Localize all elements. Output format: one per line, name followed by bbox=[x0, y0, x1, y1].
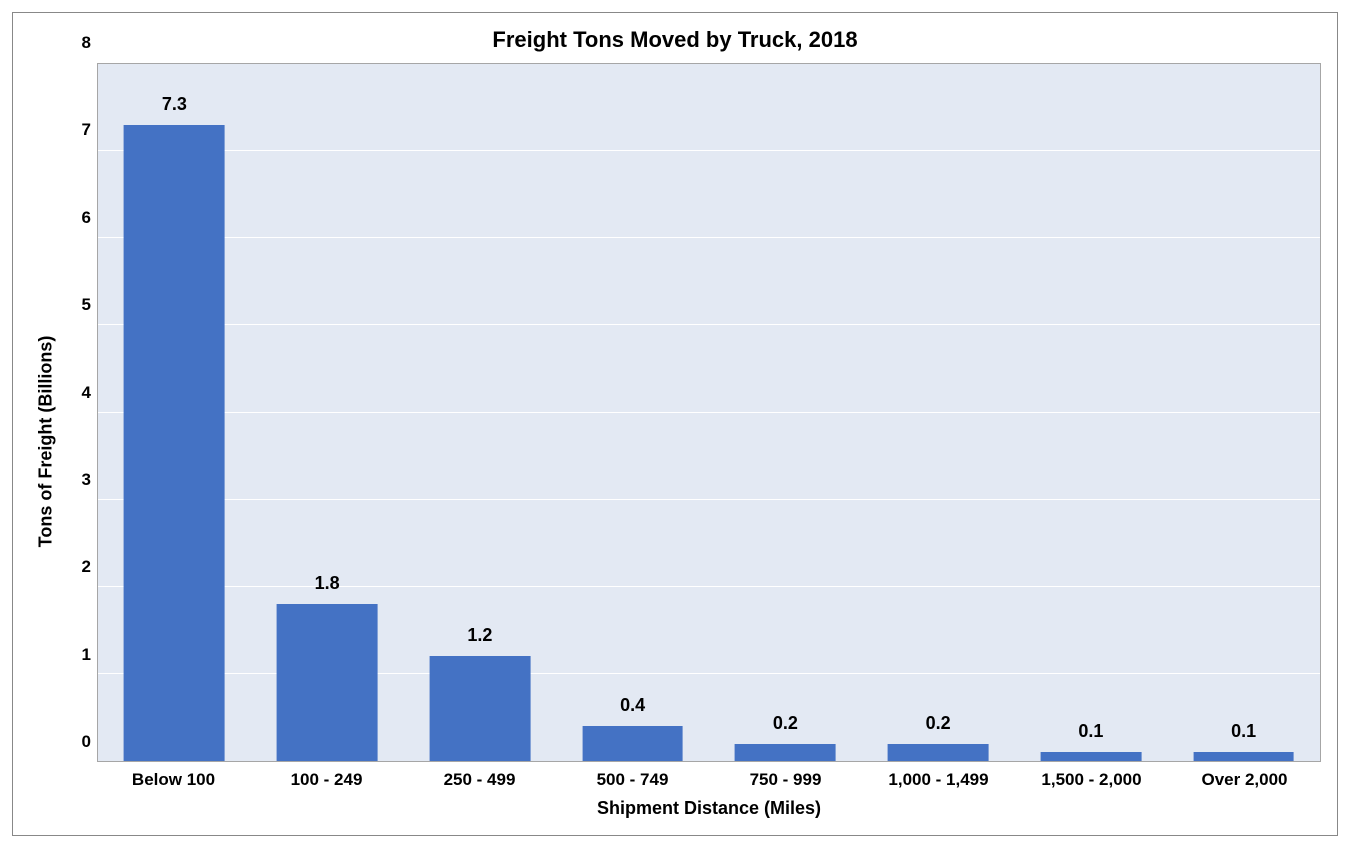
bar-value-label: 0.2 bbox=[773, 713, 798, 734]
bar-value-label: 0.1 bbox=[1078, 721, 1103, 742]
plot-row: 012345678 7.31.81.20.40.20.20.10.1 bbox=[63, 63, 1321, 762]
y-tick-label: 7 bbox=[82, 120, 91, 140]
y-axis-ticks: 012345678 bbox=[63, 63, 97, 762]
bar bbox=[1040, 752, 1141, 761]
bar-slot: 0.4 bbox=[556, 64, 709, 761]
bar-slot: 0.2 bbox=[862, 64, 1015, 761]
y-tick-label: 0 bbox=[82, 732, 91, 752]
y-tick-label: 1 bbox=[82, 645, 91, 665]
y-tick-label: 6 bbox=[82, 208, 91, 228]
bar-slot: 0.1 bbox=[1015, 64, 1168, 761]
bar-slot: 1.8 bbox=[251, 64, 404, 761]
bar-value-label: 7.3 bbox=[162, 94, 187, 115]
bar-slot: 1.2 bbox=[404, 64, 557, 761]
bar bbox=[429, 656, 530, 761]
y-tick-label: 4 bbox=[82, 383, 91, 403]
x-tick-label: 250 - 499 bbox=[403, 770, 556, 790]
bar-value-label: 1.2 bbox=[467, 625, 492, 646]
bar bbox=[888, 744, 989, 761]
chart-main: 012345678 7.31.81.20.40.20.20.10.1 Below… bbox=[63, 63, 1321, 819]
x-axis-label: Shipment Distance (Miles) bbox=[97, 798, 1321, 819]
bar-slot: 7.3 bbox=[98, 64, 251, 761]
y-tick-label: 5 bbox=[82, 295, 91, 315]
x-tick-label: Below 100 bbox=[97, 770, 250, 790]
bars-group: 7.3 1.8 1.2 0.4 0.2 0.2 0.1 0.1 bbox=[98, 64, 1320, 761]
x-tick-label: 1,500 - 2,000 bbox=[1015, 770, 1168, 790]
x-tick-label: 100 - 249 bbox=[250, 770, 403, 790]
y-axis-label-wrap: Tons of Freight (Billions) bbox=[29, 63, 63, 819]
bar-value-label: 1.8 bbox=[315, 573, 340, 594]
bar bbox=[582, 726, 683, 761]
bar bbox=[124, 125, 225, 761]
y-axis-label: Tons of Freight (Billions) bbox=[36, 335, 57, 547]
x-tick-label: 750 - 999 bbox=[709, 770, 862, 790]
y-tick-label: 2 bbox=[82, 557, 91, 577]
y-tick-label: 3 bbox=[82, 470, 91, 490]
x-tick-label: Over 2,000 bbox=[1168, 770, 1321, 790]
x-tick-label: 1,000 - 1,499 bbox=[862, 770, 1015, 790]
bar bbox=[735, 744, 836, 761]
chart-container: Freight Tons Moved by Truck, 2018 Tons o… bbox=[12, 12, 1338, 836]
bar-slot: 0.1 bbox=[1167, 64, 1320, 761]
plot-area: 7.3 1.8 1.2 0.4 0.2 0.2 0.1 0.1 bbox=[97, 63, 1321, 762]
x-tick-label: 500 - 749 bbox=[556, 770, 709, 790]
bar-value-label: 0.2 bbox=[926, 713, 951, 734]
bar-slot: 0.2 bbox=[709, 64, 862, 761]
chart-title: Freight Tons Moved by Truck, 2018 bbox=[492, 27, 857, 53]
bar-value-label: 0.4 bbox=[620, 695, 645, 716]
y-tick-label: 8 bbox=[82, 33, 91, 53]
x-axis-ticks: Below 100100 - 249250 - 499500 - 749750 … bbox=[97, 770, 1321, 790]
chart-body: Tons of Freight (Billions) 012345678 7.3… bbox=[29, 63, 1321, 819]
bar bbox=[1193, 752, 1294, 761]
bar-value-label: 0.1 bbox=[1231, 721, 1256, 742]
bar bbox=[277, 604, 378, 761]
